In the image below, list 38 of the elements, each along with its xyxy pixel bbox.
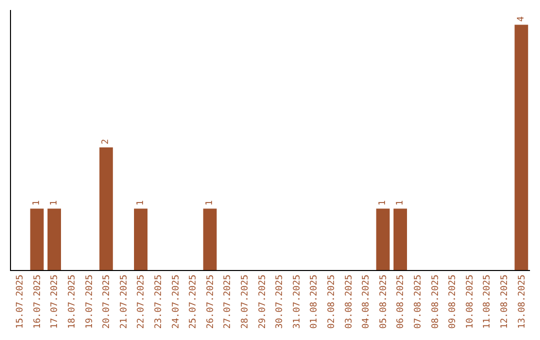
x-tick-label: 08.08.2025 xyxy=(430,274,441,329)
x-tick-label: 12.08.2025 xyxy=(500,274,510,329)
x-tick-label: 05.08.2025 xyxy=(378,274,389,329)
data-label: 1 xyxy=(204,200,215,206)
x-tick-label: 13.08.2025 xyxy=(517,274,528,329)
data-label: 4 xyxy=(516,16,526,22)
data-label: 1 xyxy=(136,200,146,206)
x-tick-label: 24.07.2025 xyxy=(171,274,182,329)
x-tick-label: 03.08.2025 xyxy=(344,274,354,329)
x-tick-label: 27.07.2025 xyxy=(223,274,234,329)
x-tick-label: 26.07.2025 xyxy=(206,274,216,329)
data-label: 1 xyxy=(49,200,60,206)
x-tick-label: 25.07.2025 xyxy=(188,274,199,329)
x-tick-label: 18.07.2025 xyxy=(67,274,78,329)
x-tick-label: 20.07.2025 xyxy=(102,274,112,329)
x-tick-label: 02.08.2025 xyxy=(326,274,337,329)
x-tick-label: 30.07.2025 xyxy=(275,274,286,329)
x-tick-label: 31.07.2025 xyxy=(292,274,302,329)
x-tick-label: 29.07.2025 xyxy=(258,274,268,329)
data-label: 2 xyxy=(101,138,112,144)
x-tick-label: 17.07.2025 xyxy=(50,274,60,329)
x-tick-label: 06.08.2025 xyxy=(396,274,406,329)
x-tick-label: 21.07.2025 xyxy=(119,274,130,329)
data-label: 1 xyxy=(32,200,42,206)
x-tick-label: 01.08.2025 xyxy=(310,274,320,329)
x-tick-label: 04.08.2025 xyxy=(362,274,372,329)
x-tick-label: 10.08.2025 xyxy=(465,274,476,329)
x-tick-label: 19.07.2025 xyxy=(84,274,95,329)
x-tick-label: 16.07.2025 xyxy=(32,274,43,329)
data-label: 1 xyxy=(378,200,388,206)
x-tick-label: 15.07.2025 xyxy=(16,274,26,329)
x-tick-label: 09.08.2025 xyxy=(448,274,458,329)
x-tick-label: 22.07.2025 xyxy=(136,274,147,329)
x-tick-label: 28.07.2025 xyxy=(240,274,250,329)
x-tick-label: 11.08.2025 xyxy=(482,274,493,329)
x-tick-label: 23.07.2025 xyxy=(154,274,164,329)
data-label: 1 xyxy=(395,200,406,206)
x-tick-label: 07.08.2025 xyxy=(413,274,424,329)
